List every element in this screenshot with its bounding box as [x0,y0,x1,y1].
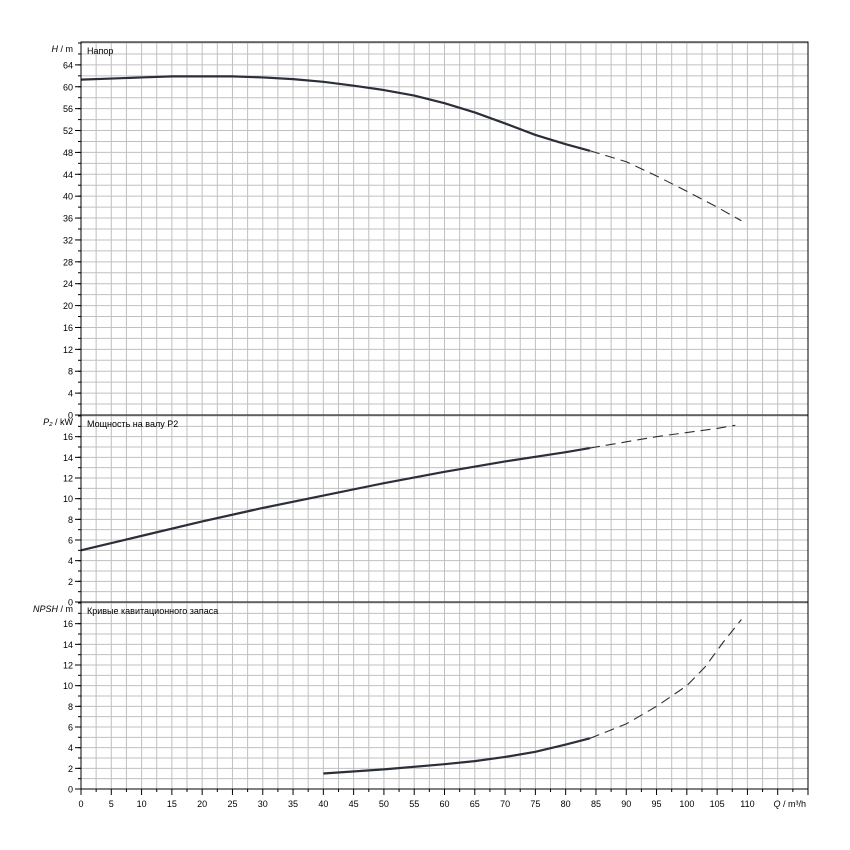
y-tick-label: 0 [68,785,73,795]
series-line-solid [80,75,591,152]
y-tick-label: 14 [63,453,73,463]
y-tick-label: 48 [63,148,73,158]
y-axis-unit: / m [58,44,73,54]
y-tick-label: 60 [63,82,73,92]
series-line-dashed [589,150,742,222]
y-tick-label: 16 [63,323,73,333]
y-axis-label: NPSH / m [33,604,73,614]
series-line-solid [323,737,591,775]
y-tick-label: 20 [63,301,73,311]
y-tick-label: 12 [63,474,73,484]
y-tick-label: 10 [63,494,73,504]
x-tick-label: 55 [409,799,419,809]
x-tick-label: 45 [349,799,359,809]
x-axis: 0 5 10 15 20 25 30 35 40 45 50 55 60 65 70 75 80 85 90 95 10… [78,789,809,809]
x-axis-label: Q / m³/h [773,799,806,809]
y-tick-label: 2 [68,577,73,587]
x-tick-label: 70 [500,799,510,809]
x-tick-label: 25 [227,799,237,809]
x-tick-label: 40 [318,799,328,809]
y-tick-label: 28 [63,257,73,267]
y-tick-label: 4 [68,556,73,566]
y-axis-label: H / m [52,44,74,54]
y-axis-symbol: P₂ [43,417,53,427]
x-tick-label: 110 [740,799,754,809]
y-tick-label: 0 [68,411,73,421]
x-tick-label: 105 [710,799,725,809]
y-tick-label: 6 [68,723,73,733]
y-tick-label: 64 [63,60,73,70]
panel-title: Кривые кавитационного запаса [87,606,218,616]
x-tick-label: 95 [652,799,662,809]
y-tick-label: 14 [63,640,73,650]
series-line-dashed [589,424,736,449]
y-tick-label: 4 [68,389,73,399]
y-axis-unit: / kW [53,417,74,427]
y-tick-label: 4 [68,743,73,753]
y-tick-label: 52 [63,126,73,136]
series-line-solid [80,446,591,552]
y-tick-label: 2 [68,764,73,774]
y-axis-symbol: NPSH [33,604,59,614]
x-tick-label: 65 [470,799,480,809]
y-tick-label: 10 [63,681,73,691]
x-tick-label: 75 [530,799,540,809]
y-tick-label: 32 [63,235,73,245]
x-axis-symbol: Q [773,799,780,809]
y-tick-label: 8 [68,702,73,712]
y-tick-label: 16 [63,619,73,629]
panel-title: Напор [87,46,113,56]
x-tick-label: 90 [621,799,631,809]
y-tick-label: 8 [68,367,73,377]
y-tick-label: 56 [63,104,73,114]
y-tick-label: 6 [68,536,73,546]
x-tick-label: 85 [591,799,601,809]
y-axis-unit: / m [58,604,73,614]
series-line-dashed [589,619,742,739]
y-tick-label: 12 [63,345,73,355]
panel-2: 0 2 4 6 8 10 12 14 16 P₂ / kW Мощность на валу P2 [43,414,809,608]
y-tick-label: 8 [68,515,73,525]
y-tick-label: 12 [63,661,73,671]
x-tick-label: 60 [439,799,449,809]
y-tick-label: 0 [68,598,73,608]
y-axis-label: P₂ / kW [43,417,73,427]
x-tick-label: 50 [379,799,389,809]
y-axis-symbol: H [52,44,59,54]
x-axis-unit: / m³/h [780,799,806,809]
panel-title: Мощность на валу P2 [87,419,178,429]
x-tick-label: 80 [561,799,571,809]
x-tick-label: 10 [137,799,147,809]
x-tick-label: 5 [109,799,114,809]
y-tick-label: 44 [63,170,73,180]
x-tick-label: 35 [288,799,298,809]
x-tick-label: 15 [167,799,177,809]
y-tick-label: 16 [63,432,73,442]
panel-3: 0 2 4 6 8 10 12 14 16 NPSH / m Кривые кавитационно… [33,601,809,795]
y-tick-label: 36 [63,214,73,224]
y-tick-label: 24 [63,279,73,289]
x-tick-label: 0 [78,799,83,809]
x-tick-label: 20 [197,799,207,809]
x-tick-label: 100 [679,799,694,809]
x-tick-label: 30 [258,799,268,809]
y-tick-label: 40 [63,192,73,202]
